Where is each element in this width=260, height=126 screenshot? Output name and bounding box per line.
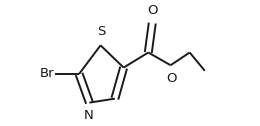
Text: S: S bbox=[97, 25, 105, 38]
Text: O: O bbox=[166, 72, 177, 85]
Text: Br: Br bbox=[40, 68, 54, 81]
Text: N: N bbox=[84, 109, 94, 122]
Text: O: O bbox=[147, 4, 158, 17]
